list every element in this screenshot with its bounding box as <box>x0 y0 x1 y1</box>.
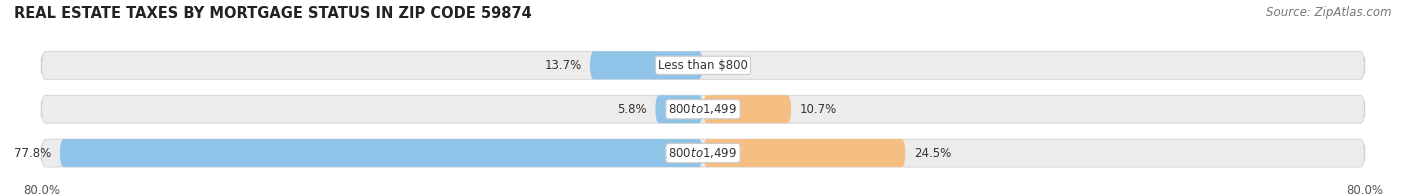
Text: 0.0%: 0.0% <box>711 59 741 72</box>
FancyBboxPatch shape <box>41 95 1365 123</box>
Text: 10.7%: 10.7% <box>800 103 837 116</box>
Text: $800 to $1,499: $800 to $1,499 <box>668 102 738 116</box>
FancyBboxPatch shape <box>703 95 792 123</box>
Text: 13.7%: 13.7% <box>544 59 582 72</box>
Text: 24.5%: 24.5% <box>914 147 950 160</box>
Text: 5.8%: 5.8% <box>617 103 647 116</box>
FancyBboxPatch shape <box>59 139 703 167</box>
Text: Less than $800: Less than $800 <box>658 59 748 72</box>
Text: 77.8%: 77.8% <box>14 147 51 160</box>
Text: REAL ESTATE TAXES BY MORTGAGE STATUS IN ZIP CODE 59874: REAL ESTATE TAXES BY MORTGAGE STATUS IN … <box>14 6 531 21</box>
Text: Source: ZipAtlas.com: Source: ZipAtlas.com <box>1267 6 1392 19</box>
Text: $800 to $1,499: $800 to $1,499 <box>668 146 738 160</box>
FancyBboxPatch shape <box>655 95 703 123</box>
FancyBboxPatch shape <box>41 139 1365 167</box>
FancyBboxPatch shape <box>41 51 1365 79</box>
FancyBboxPatch shape <box>703 139 905 167</box>
FancyBboxPatch shape <box>589 51 703 79</box>
